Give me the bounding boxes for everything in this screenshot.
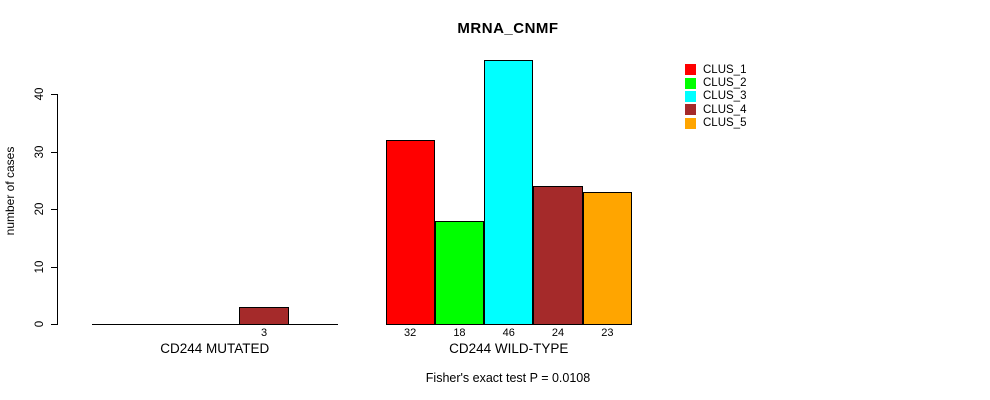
group-label: CD244 MUTATED [160, 341, 270, 356]
bar-value-label: 46 [502, 327, 515, 339]
legend-label: CLUS_1 [703, 63, 747, 76]
legend-label: CLUS_3 [703, 90, 747, 103]
legend-item: CLUS_2 [685, 76, 746, 89]
y-axis-tick [51, 209, 58, 210]
x-axis-baseline [91, 324, 338, 325]
y-axis-tick-label: 20 [34, 202, 46, 216]
legend-item: CLUS_3 [685, 90, 746, 103]
bar-clus_3 [484, 59, 534, 325]
y-axis-tick-label: 10 [34, 260, 46, 273]
bar-clus_2 [434, 220, 485, 325]
bar-value-label: 18 [453, 327, 466, 339]
bar-value-label: 3 [260, 327, 268, 339]
bar-clus_4 [239, 306, 289, 325]
y-axis-tick [51, 324, 58, 325]
legend: CLUS_1 CLUS_2 CLUS_3 CLUS_4 CLUS_5 [685, 63, 746, 130]
chart-title: MRNA_CNMF [457, 20, 559, 37]
footer-annotation: Fisher's exact test P = 0.0108 [425, 371, 591, 385]
legend-swatch-icon [685, 64, 696, 76]
bar-clus_1 [385, 140, 435, 325]
y-axis-tick [51, 151, 58, 153]
y-axis-tick [51, 266, 58, 268]
legend-label: CLUS_5 [703, 117, 747, 130]
y-axis-tick-label: 40 [34, 87, 46, 101]
y-axis-tick [51, 94, 58, 95]
y-axis-tick-label: 0 [34, 320, 46, 328]
legend-swatch-icon [685, 77, 696, 89]
bar-value-label: 23 [601, 327, 614, 339]
legend-item: CLUS_1 [685, 63, 746, 76]
legend-item: CLUS_4 [685, 103, 746, 116]
legend-label: CLUS_4 [703, 103, 747, 116]
bar-value-label: 24 [551, 327, 565, 339]
legend-swatch-icon [685, 90, 696, 102]
legend-label: CLUS_2 [703, 77, 747, 90]
legend-item: CLUS_5 [685, 117, 746, 130]
bar-clus_4 [533, 186, 583, 325]
y-axis-tick-label: 30 [34, 145, 46, 158]
legend-swatch-icon [685, 117, 696, 129]
group-label: CD244 WILD-TYPE [449, 341, 569, 356]
bar-value-label: 32 [404, 327, 417, 339]
bar-clus_5 [582, 191, 632, 325]
legend-swatch-icon [685, 104, 696, 116]
